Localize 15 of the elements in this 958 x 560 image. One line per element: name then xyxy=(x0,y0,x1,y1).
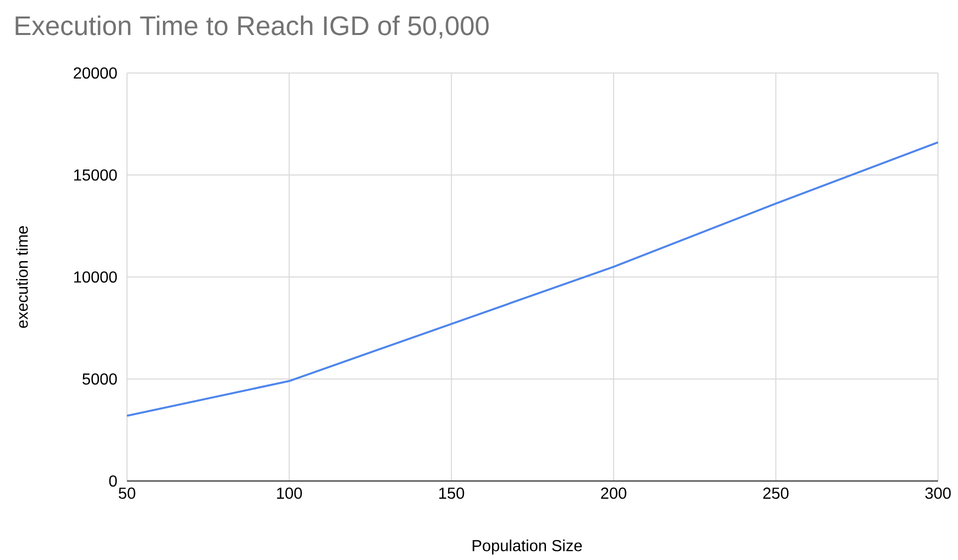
chart-title: Execution Time to Reach IGD of 50,000 xyxy=(16,15,489,38)
x-tick-label: 250 xyxy=(763,488,789,499)
x-tick-label: 200 xyxy=(601,488,626,499)
y-tick-label: 15000 xyxy=(74,169,117,181)
line-series xyxy=(126,141,940,417)
y-axis-title: execution time xyxy=(16,226,28,328)
x-tick-label: 150 xyxy=(439,488,464,499)
x-axis-title: Population Size xyxy=(472,540,582,554)
y-tick-label: 10000 xyxy=(74,271,117,283)
x-tick-label: 300 xyxy=(925,488,951,499)
y-tick-label: 5000 xyxy=(82,373,117,385)
y-tick-label: 0 xyxy=(109,475,117,487)
y-tick-label: 20000 xyxy=(74,67,117,79)
x-tick-label: 50 xyxy=(118,488,136,499)
x-tick-label: 100 xyxy=(277,488,302,499)
